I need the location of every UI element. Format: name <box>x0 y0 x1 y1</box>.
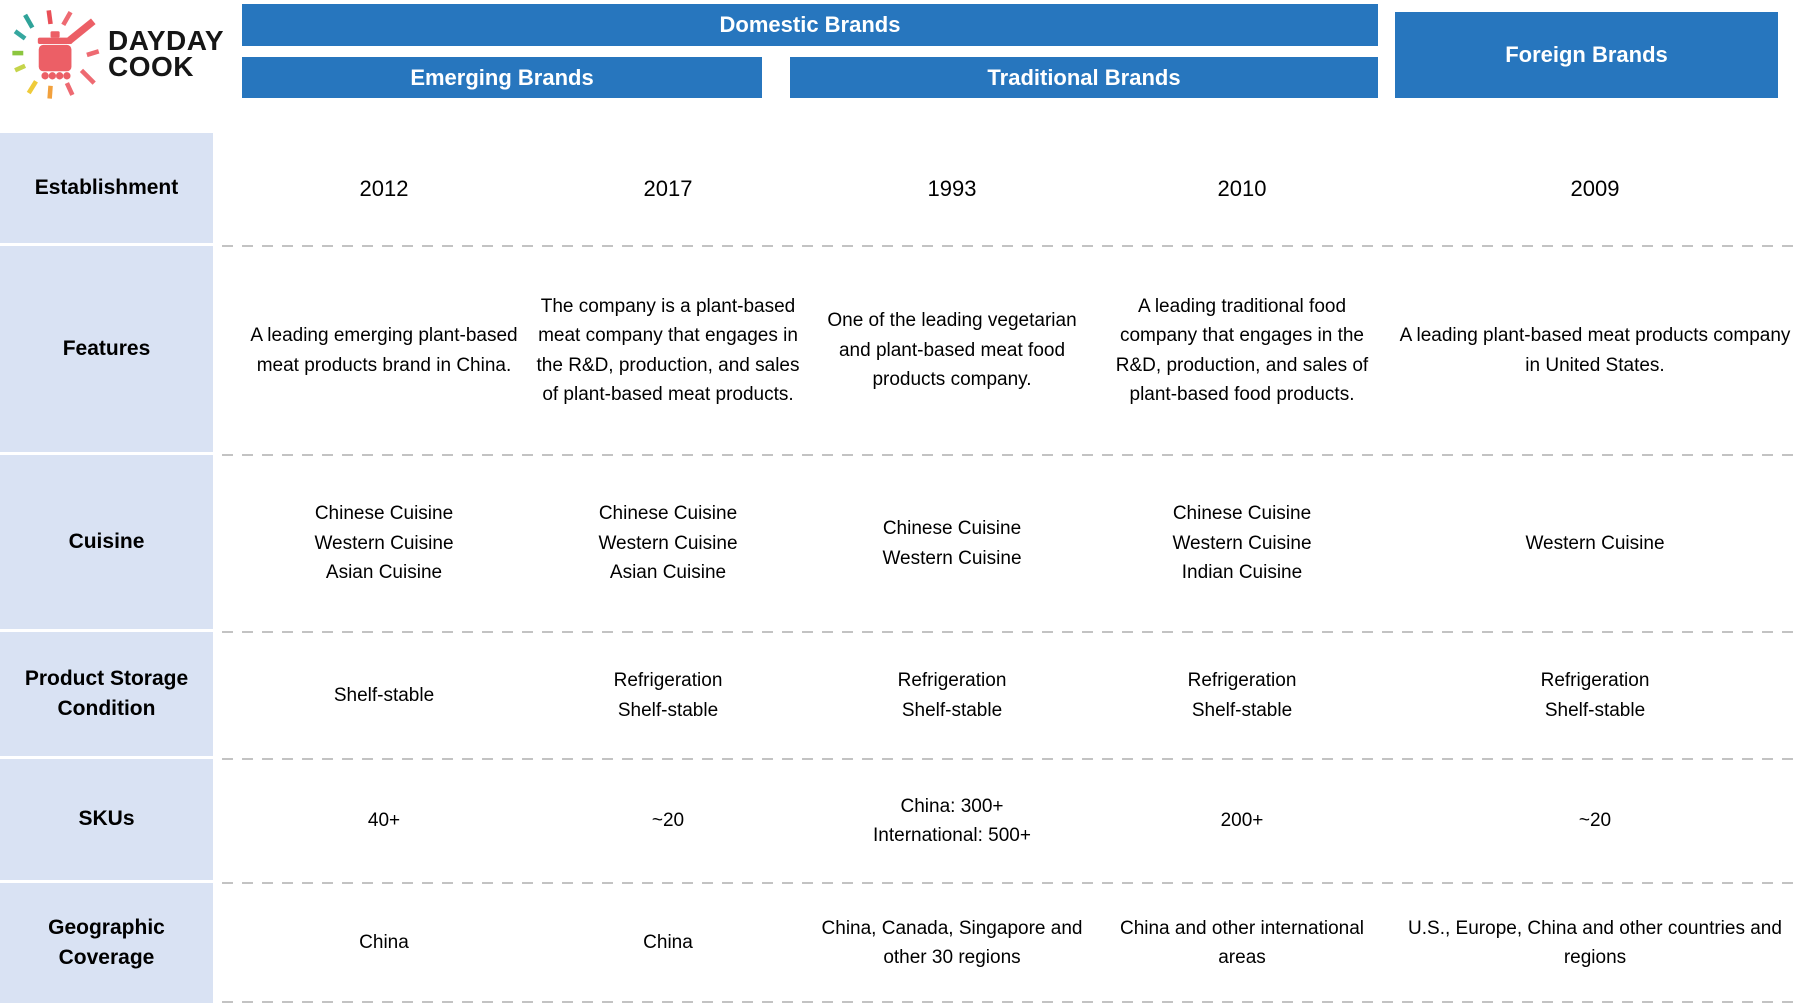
row-divider <box>222 1001 1800 1003</box>
header-foreign-brands: Foreign Brands <box>1395 12 1778 98</box>
cell-geo-col1: China <box>359 932 409 954</box>
header-domestic-brands: Domestic Brands <box>242 4 1378 46</box>
cell-skus-col3: China: 300+ International: 500+ <box>873 795 1031 846</box>
row-label: Features <box>0 246 213 455</box>
logo-text-line1: DAYDAY <box>108 25 225 57</box>
cell-storage-col5: Refrigeration Shelf-stable <box>1540 670 1650 721</box>
header-emerging-brands: Emerging Brands <box>242 57 762 98</box>
table-row-establishment: Establishment 2012 2017 1993 2010 2009 <box>0 133 1800 246</box>
cell-storage-col4: Refrigeration Shelf-stable <box>1187 670 1297 721</box>
cell-establishment-col3: 1993 <box>927 176 977 202</box>
cell-storage-col2: Refrigeration Shelf-stable <box>613 670 723 721</box>
cell-features-col5: A leading plant-based meat products comp… <box>1399 325 1791 376</box>
cell-skus-col4: 200+ <box>1220 810 1264 832</box>
logo-text-line2: COOK <box>108 51 194 82</box>
row-label: Geographic Coverage <box>0 883 213 1003</box>
cell-geo-col2: China <box>643 932 693 954</box>
cell-features-col1: A leading emerging plant-based meat prod… <box>250 325 518 376</box>
table-row-storage-condition: Product Storage Condition Shelf-stable R… <box>0 632 1800 759</box>
cell-features-col3: One of the leading vegetarian and plant-… <box>827 310 1077 391</box>
row-label: Cuisine <box>0 455 213 632</box>
table-row-geographic-coverage: Geographic Coverage China China China, C… <box>0 883 1800 1003</box>
cell-skus-col5: ~20 <box>1578 810 1612 832</box>
cell-storage-col3: Refrigeration Shelf-stable <box>897 670 1007 721</box>
daydaycook-logo: DAYDAY COOK <box>10 4 224 104</box>
cell-establishment-col2: 2017 <box>643 176 693 202</box>
cell-skus-col2: ~20 <box>651 810 685 832</box>
cell-cuisine-col5: Western Cuisine <box>1525 532 1665 554</box>
cell-features-col4: A leading traditional food company that … <box>1115 295 1369 405</box>
cell-geo-col3: China, Canada, Singapore and other 30 re… <box>821 917 1083 968</box>
row-divider <box>222 245 1800 247</box>
header-traditional-brands: Traditional Brands <box>790 57 1378 98</box>
row-label: SKUs <box>0 759 213 883</box>
brand-comparison-table: Establishment 2012 2017 1993 2010 2009 F… <box>0 133 1800 1003</box>
table-row-cuisine: Cuisine Chinese Cuisine Western Cuisine … <box>0 455 1800 632</box>
cell-geo-col5: U.S., Europe, China and other countries … <box>1408 917 1782 968</box>
cell-cuisine-col3: Chinese Cuisine Western Cuisine <box>882 518 1022 569</box>
row-label: Establishment <box>0 133 213 246</box>
table-row-skus: SKUs 40+ ~20 China: 300+ International: … <box>0 759 1800 883</box>
cell-cuisine-col1: Chinese Cuisine Western Cuisine Asian Cu… <box>314 503 454 584</box>
row-divider <box>222 454 1800 456</box>
row-label: Product Storage Condition <box>0 632 213 759</box>
row-divider <box>222 882 1800 884</box>
cell-establishment-col1: 2012 <box>359 176 409 202</box>
cell-cuisine-col2: Chinese Cuisine Western Cuisine Asian Cu… <box>598 503 738 584</box>
cell-establishment-col4: 2010 <box>1217 176 1267 202</box>
logo-text: DAYDAY COOK <box>108 25 225 82</box>
cell-storage-col1: Shelf-stable <box>333 684 435 706</box>
cooking-pot-icon <box>12 10 100 99</box>
cell-cuisine-col4: Chinese Cuisine Western Cuisine Indian C… <box>1172 503 1312 584</box>
row-divider <box>222 758 1800 760</box>
cell-features-col2: The company is a plant-based meat compan… <box>536 295 800 405</box>
cell-skus-col1: 40+ <box>367 810 401 832</box>
cell-geo-col4: China and other international areas <box>1119 917 1364 968</box>
row-divider <box>222 631 1800 633</box>
table-row-features: Features A leading emerging plant-based … <box>0 246 1800 455</box>
cell-establishment-col5: 2009 <box>1570 176 1620 202</box>
